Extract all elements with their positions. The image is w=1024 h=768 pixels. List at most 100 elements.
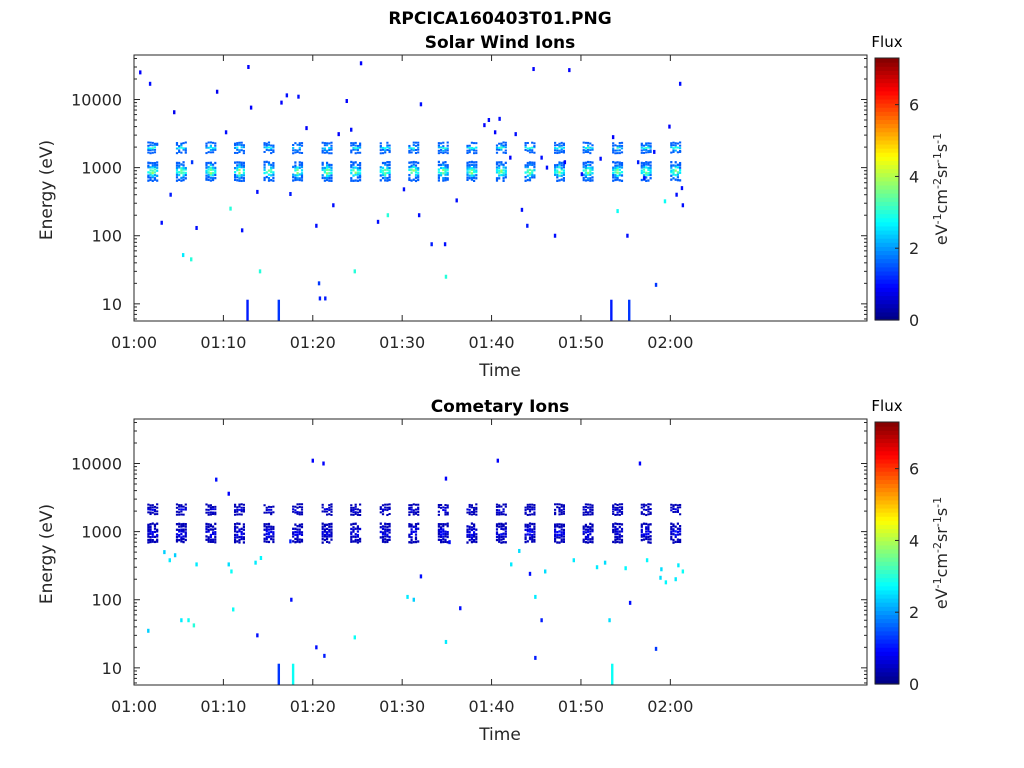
flux-cell bbox=[358, 176, 362, 179]
flux-cell bbox=[558, 513, 561, 516]
flux-cell bbox=[358, 540, 362, 543]
flux-cell bbox=[211, 532, 215, 536]
flux-cell bbox=[384, 525, 387, 528]
flux-dot bbox=[595, 565, 599, 570]
flux-cell bbox=[582, 530, 585, 533]
colorbar-segment bbox=[875, 193, 899, 198]
flux-cell bbox=[584, 169, 587, 172]
flux-cell bbox=[554, 503, 557, 506]
colorbar-segment bbox=[875, 471, 899, 476]
flux-cell bbox=[350, 144, 353, 147]
colorbar-tick-label: 0 bbox=[909, 311, 919, 330]
flux-cell bbox=[352, 511, 355, 514]
flux-cell bbox=[556, 179, 559, 182]
sweep-blob bbox=[205, 503, 217, 544]
sweep-blob bbox=[350, 141, 362, 182]
flux-cell bbox=[388, 147, 391, 150]
plot-area bbox=[134, 419, 867, 685]
flux-cell bbox=[526, 528, 529, 531]
flux-cell bbox=[670, 503, 673, 506]
x-tick-label: 01:20 bbox=[290, 333, 336, 352]
flux-cell bbox=[446, 541, 449, 544]
flux-cell bbox=[645, 508, 648, 511]
flux-cell bbox=[379, 142, 382, 145]
flux-cell bbox=[495, 163, 499, 166]
flux-cell bbox=[468, 511, 471, 514]
flux-cell bbox=[437, 163, 440, 167]
flux-cell bbox=[473, 168, 476, 172]
flux-cell bbox=[153, 513, 157, 516]
flux-cell bbox=[649, 541, 652, 544]
colorbar-segment bbox=[875, 503, 899, 509]
flux-cell bbox=[562, 510, 565, 513]
sweep-blob bbox=[612, 503, 624, 544]
flux-cell bbox=[412, 147, 415, 150]
flux-cell bbox=[560, 161, 563, 165]
flux-cell bbox=[524, 511, 527, 514]
flux-cell bbox=[618, 144, 621, 147]
flux-cell bbox=[498, 525, 501, 528]
flux-cell bbox=[620, 527, 624, 531]
flux-cell bbox=[618, 152, 621, 155]
sweep-blob bbox=[437, 503, 449, 544]
flux-cell bbox=[356, 168, 359, 171]
flux-cell bbox=[466, 173, 469, 176]
flux-cell bbox=[270, 530, 273, 534]
flux-cell bbox=[156, 513, 159, 516]
flux-cell bbox=[612, 530, 615, 534]
flux-cell bbox=[498, 171, 501, 174]
flux-cell bbox=[417, 168, 420, 171]
flux-dot bbox=[345, 99, 348, 104]
flux-cell bbox=[591, 147, 594, 150]
flux-cell bbox=[300, 503, 304, 506]
flux-cell bbox=[620, 179, 624, 183]
flux-cell bbox=[292, 146, 295, 149]
flux-cell bbox=[180, 142, 183, 145]
flux-cell bbox=[354, 503, 357, 506]
flux-cell bbox=[556, 173, 559, 177]
flux-cell bbox=[147, 511, 150, 514]
flux-cell bbox=[242, 532, 245, 535]
flux-cell bbox=[236, 143, 239, 146]
flux-cell bbox=[468, 513, 471, 516]
flux-cell bbox=[470, 174, 473, 177]
flux-cell bbox=[647, 505, 650, 508]
x-tick-label: 01:30 bbox=[379, 697, 425, 716]
flux-cell bbox=[270, 166, 273, 169]
flux-cell bbox=[330, 179, 333, 182]
flux-cell bbox=[381, 173, 385, 177]
flux-cell bbox=[528, 173, 532, 176]
flux-cell bbox=[184, 166, 187, 170]
colorbar-segment bbox=[875, 467, 899, 472]
flux-cell bbox=[236, 513, 239, 516]
flux-cell bbox=[233, 536, 237, 539]
flux-cell bbox=[528, 510, 532, 513]
flux-cell bbox=[554, 523, 557, 526]
flux-cell bbox=[240, 510, 243, 513]
colorbar-segment bbox=[875, 475, 899, 480]
flux-cell bbox=[446, 178, 449, 181]
flux-cell bbox=[292, 505, 295, 508]
flux-cell bbox=[149, 176, 152, 179]
sweep-blob bbox=[321, 141, 333, 182]
flux-cell bbox=[504, 176, 507, 179]
colorbar-segment bbox=[875, 643, 899, 648]
flux-cell bbox=[670, 532, 673, 536]
flux-cell bbox=[350, 513, 353, 516]
flux-cell bbox=[178, 513, 181, 516]
flux-cell bbox=[562, 504, 565, 507]
flux-cell bbox=[350, 538, 353, 541]
sweep-blob bbox=[350, 503, 362, 544]
flux-dot bbox=[417, 213, 421, 218]
flux-cell bbox=[270, 511, 273, 514]
flux-dot bbox=[148, 81, 152, 86]
flux-cell bbox=[466, 508, 469, 511]
flux-cell bbox=[325, 164, 329, 167]
flux-cell bbox=[528, 172, 532, 175]
flux-cell bbox=[647, 163, 650, 166]
flux-cell bbox=[500, 505, 503, 508]
flux-cell bbox=[528, 148, 532, 151]
flux-cell bbox=[649, 507, 652, 510]
flux-cell bbox=[612, 508, 615, 511]
